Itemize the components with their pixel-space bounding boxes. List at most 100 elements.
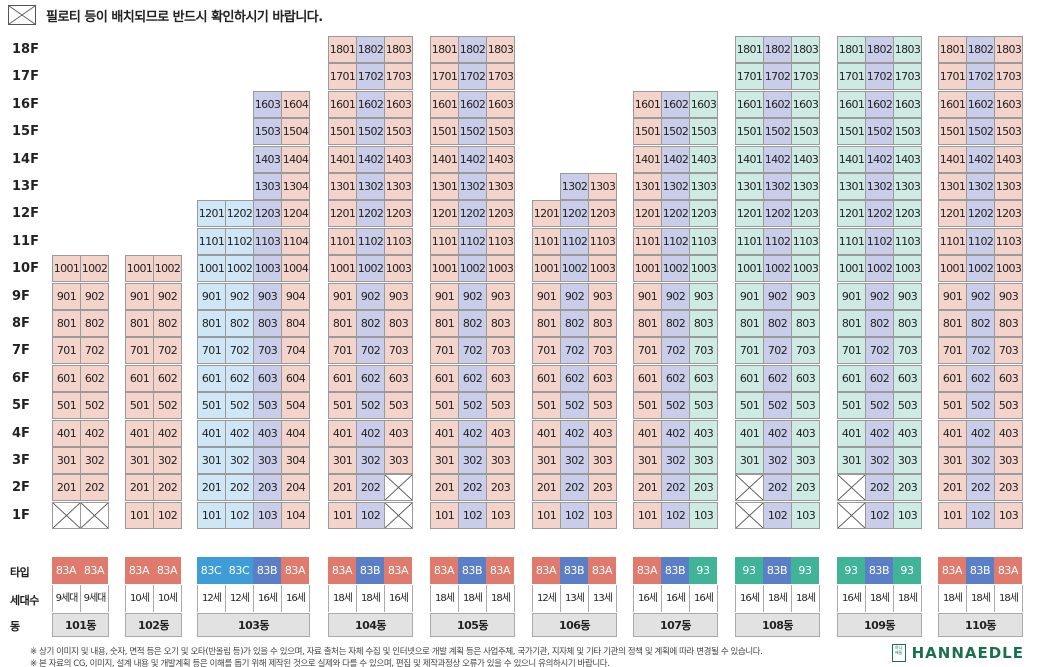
- unit-cell: 301: [633, 447, 662, 474]
- unit-cell: 301: [938, 447, 967, 474]
- unit-cell: 1102: [560, 227, 589, 255]
- unit-cell: 1602: [356, 90, 385, 118]
- floor-label: 5F: [12, 398, 30, 414]
- households-cell: 12세대: [225, 585, 254, 631]
- unit-cell: 402: [356, 419, 385, 447]
- unit-cell: 403: [253, 419, 282, 447]
- unit-cell: 501: [328, 392, 357, 420]
- unit-cell: 1103: [486, 227, 515, 255]
- type-cell: 83A: [430, 557, 458, 584]
- households-cell: 13세대: [588, 585, 617, 631]
- unit-cell: 402: [763, 419, 792, 447]
- unit-cell: 1702: [356, 63, 385, 91]
- unit-cell: 602: [225, 364, 254, 392]
- unit-cell: 1303: [689, 173, 718, 200]
- unit-cell: 101: [532, 501, 561, 529]
- building-name-cell: 104동: [328, 613, 413, 637]
- unit-cell: 102: [560, 501, 589, 529]
- unit-cell: 401: [837, 419, 866, 447]
- unit-cell: 1401: [837, 145, 866, 173]
- unit-cell: 201: [52, 474, 81, 502]
- floor-label: 9F: [12, 288, 30, 304]
- unit-cell: 1501: [633, 118, 662, 146]
- unit-cell: 103: [588, 501, 617, 529]
- unit-cell: 1001: [938, 255, 967, 283]
- type-cell: 83A: [938, 557, 966, 584]
- unit-cell: 101: [328, 501, 357, 529]
- unit-cell: 503: [791, 392, 820, 420]
- unit-cell: 1203: [588, 200, 617, 228]
- unit-cell: 1302: [966, 173, 995, 200]
- logo-mark-icon: 하나 에들: [891, 644, 906, 662]
- legend: 필로티 등이 배치되므로 반드시 확인하시기 바랍니다.: [8, 4, 323, 26]
- unit-cell: 503: [893, 392, 922, 420]
- unit-cell: 1002: [560, 255, 589, 283]
- floor-label: 14F: [12, 151, 39, 167]
- unit-cell: 202: [458, 474, 487, 502]
- unit-cell: 1203: [384, 200, 413, 228]
- unit-cell: 201: [532, 474, 561, 502]
- unit-cell: 1802: [356, 36, 385, 63]
- unit-cell: 904: [281, 282, 310, 310]
- unit-cell: 502: [80, 392, 109, 420]
- type-cell: 83B: [560, 557, 588, 584]
- unit-cell: 203: [994, 474, 1023, 502]
- unit-cell: 603: [384, 364, 413, 392]
- floor-label: 1F: [12, 507, 30, 523]
- unit-cell: 1001: [328, 255, 357, 283]
- unit-cell: 601: [938, 364, 967, 392]
- type-cell: 83B: [763, 557, 791, 584]
- unit-cell: 1003: [588, 255, 617, 283]
- unit-cell: 803: [791, 310, 820, 337]
- unit-cell: 901: [328, 282, 357, 310]
- households-cell: 18세대: [356, 585, 385, 631]
- unit-cell: 701: [52, 337, 81, 365]
- unit-cell: 1803: [791, 36, 820, 63]
- unit-cell: 1603: [486, 90, 515, 118]
- type-cell: 83A: [633, 557, 661, 584]
- unit-cell: 202: [560, 474, 589, 502]
- building-name-cell: 103동: [197, 613, 310, 637]
- unit-cell: 802: [225, 310, 254, 337]
- unit-cell: 902: [661, 282, 690, 310]
- unit-cell: 803: [486, 310, 515, 337]
- type-cell: 83A: [153, 557, 181, 584]
- unit-cell: 1403: [689, 145, 718, 173]
- unit-cell: 801: [735, 310, 764, 337]
- unit-cell: 601: [633, 364, 662, 392]
- unit-cell: 301: [735, 447, 764, 474]
- unit-cell: 301: [52, 447, 81, 474]
- unit-cell: 202: [661, 474, 690, 502]
- unit-cell: 1403: [791, 145, 820, 173]
- unit-cell: 1002: [763, 255, 792, 283]
- unit-cell: 701: [837, 337, 866, 365]
- unit-cell: 902: [356, 282, 385, 310]
- households-cell: 18세대: [994, 585, 1023, 631]
- unit-cell: 702: [458, 337, 487, 365]
- unit-cell: 903: [486, 282, 515, 310]
- unit-cell: 303: [253, 447, 282, 474]
- unit-cell: 1002: [661, 255, 690, 283]
- unit-cell: 1001: [52, 255, 81, 283]
- unit-cell: 1101: [837, 227, 866, 255]
- unit-cell: 1603: [791, 90, 820, 118]
- unit-cell: 1302: [458, 173, 487, 200]
- unit-cell: 103: [253, 501, 282, 529]
- unit-cell: 302: [763, 447, 792, 474]
- households-cell: 18세대: [966, 585, 995, 631]
- unit-cell: 1802: [458, 36, 487, 63]
- pilotis-cell: [80, 501, 109, 529]
- unit-cell: 403: [893, 419, 922, 447]
- unit-cell: 801: [938, 310, 967, 337]
- pilotis-cell: [384, 501, 413, 529]
- unit-cell: 901: [197, 282, 226, 310]
- pilotis-cell: [735, 501, 764, 529]
- unit-cell: 303: [893, 447, 922, 474]
- unit-cell: 901: [837, 282, 866, 310]
- unit-cell: 1102: [458, 227, 487, 255]
- unit-cell: 401: [735, 419, 764, 447]
- unit-cell: 303: [486, 447, 515, 474]
- unit-cell: 1201: [197, 200, 226, 228]
- unit-cell: 1203: [994, 200, 1023, 228]
- unit-cell: 1401: [938, 145, 967, 173]
